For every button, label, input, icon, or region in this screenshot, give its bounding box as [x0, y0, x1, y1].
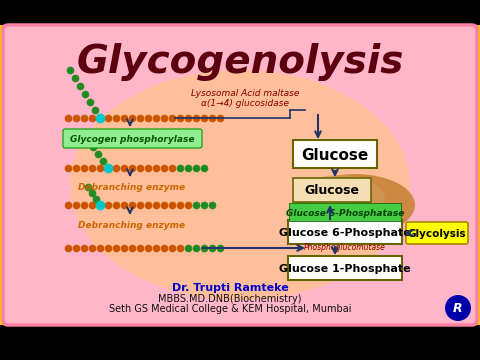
Text: Glucose 6-Phosphatase: Glucose 6-Phosphatase	[286, 208, 404, 217]
Text: α(1→4) glucosidase: α(1→4) glucosidase	[201, 99, 289, 108]
Text: Glycogenolysis: Glycogenolysis	[76, 43, 404, 81]
Text: Dr. Trupti Ramteke: Dr. Trupti Ramteke	[172, 283, 288, 293]
FancyBboxPatch shape	[63, 129, 202, 148]
FancyBboxPatch shape	[293, 178, 371, 202]
Ellipse shape	[295, 175, 385, 225]
Text: Phosphoglucomutase: Phosphoglucomutase	[304, 243, 386, 252]
Circle shape	[445, 295, 471, 321]
Ellipse shape	[302, 179, 358, 211]
FancyBboxPatch shape	[288, 220, 402, 244]
Text: Glucose 1-Phosphate: Glucose 1-Phosphate	[279, 264, 411, 274]
FancyBboxPatch shape	[289, 203, 401, 221]
Text: Glycolysis: Glycolysis	[408, 229, 466, 239]
Text: Seth GS Medical College & KEM Hospital, Mumbai: Seth GS Medical College & KEM Hospital, …	[109, 304, 351, 314]
Bar	[0, 325, 480, 360]
Text: Glucose: Glucose	[301, 148, 369, 162]
Ellipse shape	[295, 174, 415, 236]
Ellipse shape	[70, 70, 410, 300]
FancyBboxPatch shape	[406, 222, 468, 244]
Bar	[0, 25, 480, 325]
Text: R: R	[453, 302, 463, 315]
Text: Lysosomal Acid maltase: Lysosomal Acid maltase	[191, 90, 299, 99]
Text: Debranching enzyme: Debranching enzyme	[78, 183, 186, 192]
Text: MBBS.MD.DNB(Biochemistry): MBBS.MD.DNB(Biochemistry)	[158, 294, 302, 304]
FancyBboxPatch shape	[288, 256, 402, 280]
FancyBboxPatch shape	[3, 25, 477, 325]
Text: Debranching enzyme: Debranching enzyme	[78, 220, 186, 230]
Bar	[0, 0, 480, 25]
Text: Glucose 6-Phosphate: Glucose 6-Phosphate	[279, 228, 411, 238]
Text: Glucose: Glucose	[304, 184, 360, 198]
Text: Glycogen phosphorylase: Glycogen phosphorylase	[70, 135, 194, 144]
FancyBboxPatch shape	[293, 140, 377, 168]
